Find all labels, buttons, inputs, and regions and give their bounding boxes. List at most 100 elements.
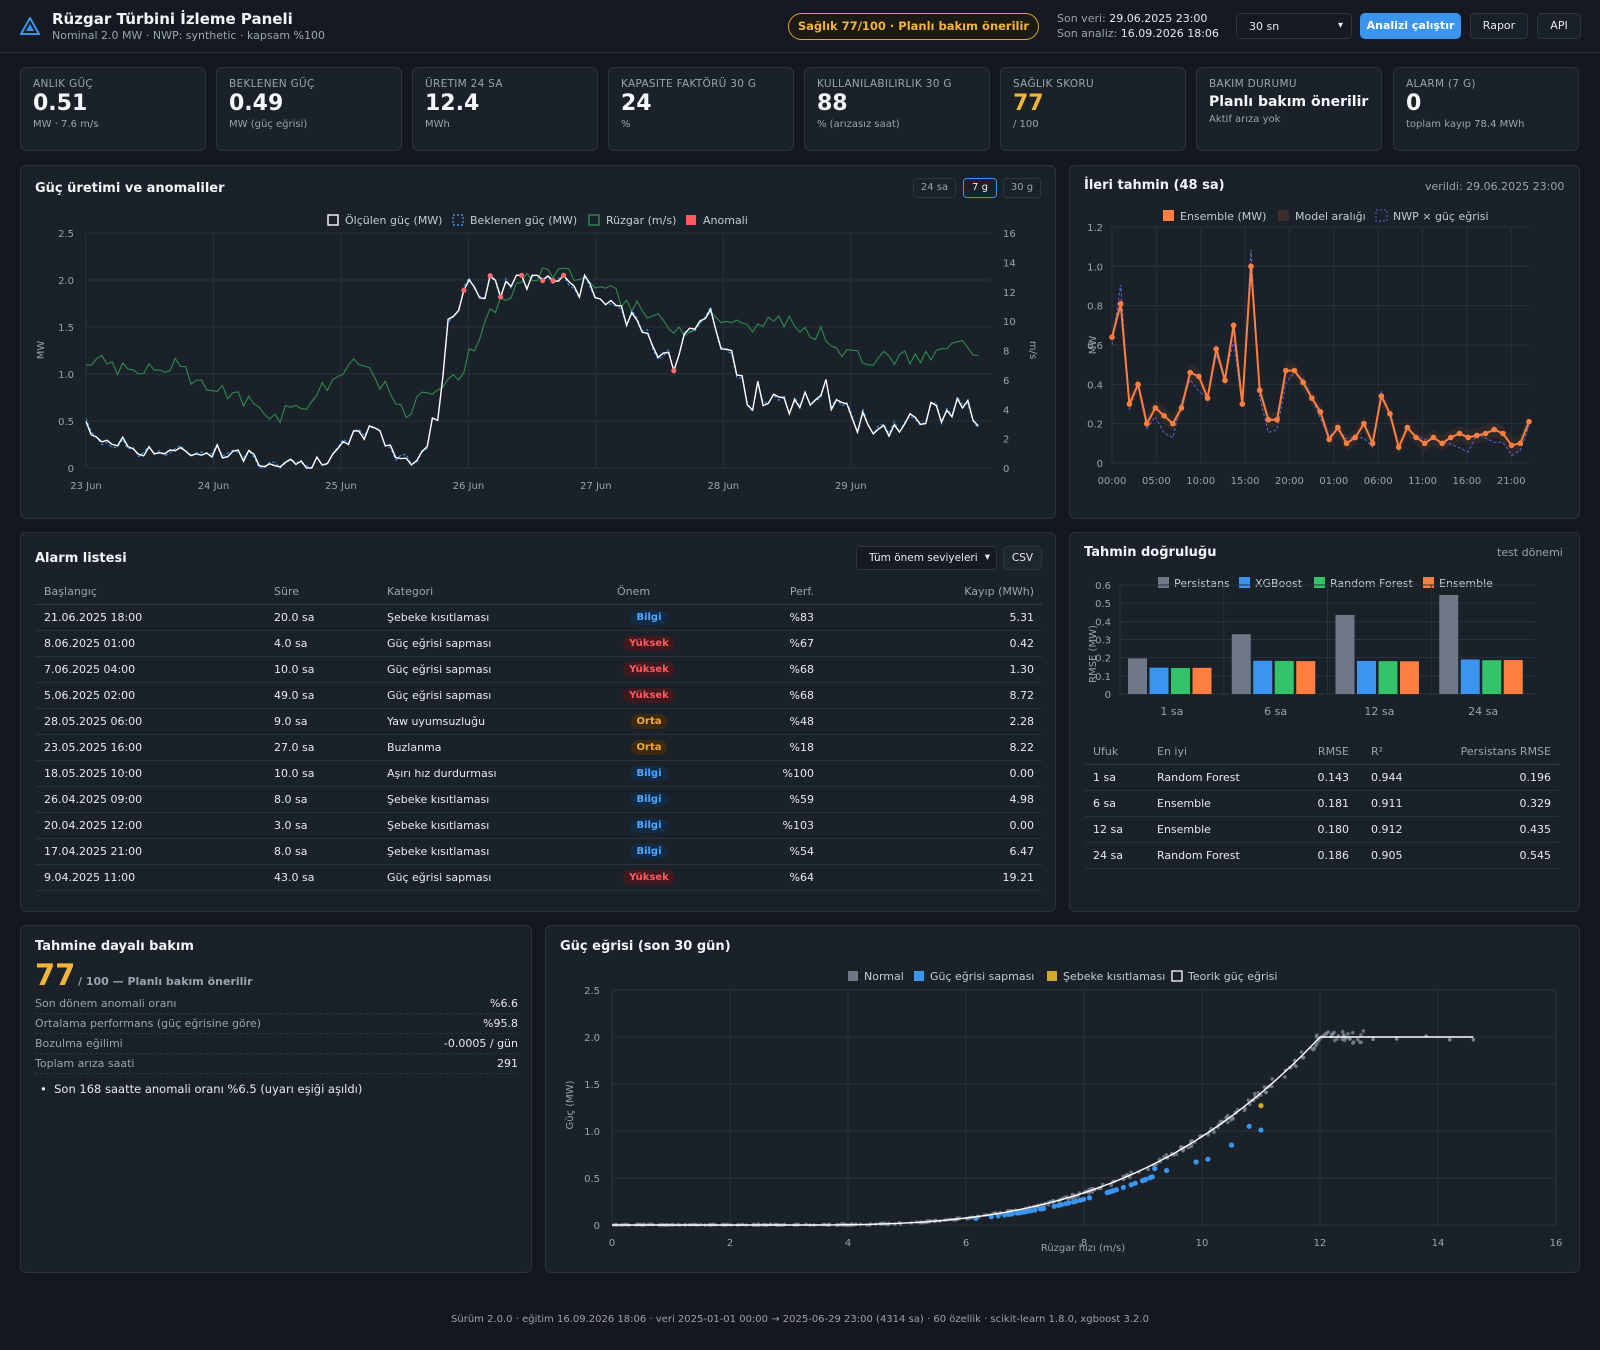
table-row[interactable]: 9.04.2025 11:00 43.0 sa Güç eğrisi sapması… bbox=[36, 864, 1042, 891]
y-tick-label: 0.4 bbox=[1095, 617, 1111, 628]
anomaly-markers bbox=[461, 272, 677, 374]
normal-point bbox=[1359, 1033, 1363, 1037]
run-analysis-button[interactable]: Analizi çalıştır bbox=[1360, 13, 1461, 39]
legend-curtailment[interactable]: Şebeke kısıtlaması bbox=[1063, 970, 1165, 983]
range-30d-toggle[interactable]: 30 g bbox=[1003, 178, 1041, 198]
accuracy-table: Ufuk En iyi RMSE R² Persistans RMSE 1 sa… bbox=[1085, 740, 1559, 869]
table-row[interactable]: 18.05.2025 10:00 10.0 sa Aşırı hız durdurm… bbox=[36, 760, 1042, 787]
normal-point bbox=[1471, 1037, 1476, 1042]
table-cell-severity: Yüksek bbox=[609, 630, 689, 657]
col-loss[interactable]: Kayıp (MWh) bbox=[822, 580, 1042, 605]
csv-export-button[interactable]: CSV bbox=[1003, 546, 1042, 570]
y-tick-label: 0.8 bbox=[1087, 302, 1103, 313]
legend-theoretical[interactable]: Teorik güç eğrisi bbox=[1187, 970, 1277, 983]
table-cell: %59 bbox=[689, 786, 822, 813]
alarm-table-scroll[interactable]: Başlangıç Süre Kategori Önem Perf. Kayıp… bbox=[36, 580, 1042, 893]
col-performance[interactable]: Perf. bbox=[689, 580, 822, 605]
refresh-interval-select[interactable]: 30 sn ▾ bbox=[1236, 13, 1352, 39]
deviation-point bbox=[1058, 1202, 1065, 1208]
table-cell-severity: Bilgi bbox=[609, 760, 689, 787]
deviation-point bbox=[1205, 1156, 1211, 1162]
range-24h-toggle[interactable]: 24 sa bbox=[913, 178, 956, 198]
alarm-table: Başlangıç Süre Kategori Önem Perf. Kayıp… bbox=[36, 580, 1042, 891]
health-badge: Sağlık 77/100 · Planlı bakım önerilir bbox=[788, 13, 1039, 40]
bar-persistans bbox=[1128, 658, 1147, 694]
normal-point bbox=[1310, 1047, 1314, 1051]
table-row[interactable]: 8.06.2025 01:00 4.0 sa Güç eğrisi sapması Y… bbox=[36, 630, 1042, 657]
table-cell: 0.186 bbox=[1287, 842, 1357, 869]
col-start[interactable]: Başlangıç bbox=[36, 580, 266, 605]
ensemble-point bbox=[1343, 440, 1350, 447]
y-tick-label: 0 bbox=[594, 1221, 600, 1232]
metric-label: Bozulma eğilimi bbox=[35, 1037, 123, 1050]
col-r2: R² bbox=[1357, 740, 1427, 765]
kpi-label: Beklenen güç bbox=[229, 78, 315, 90]
range-7d-toggle[interactable]: 7 g bbox=[963, 178, 997, 198]
bar-persistans bbox=[1231, 634, 1251, 694]
legend-rf[interactable]: Random Forest bbox=[1330, 577, 1413, 590]
report-button[interactable]: Rapor bbox=[1470, 13, 1528, 39]
kpi-label: Üretim 24 sa bbox=[425, 78, 503, 90]
normal-point bbox=[1361, 1029, 1366, 1033]
table-row[interactable]: 21.06.2025 18:00 20.0 sa Şebeke kısıtlamas… bbox=[36, 604, 1042, 631]
normal-point bbox=[1326, 1030, 1331, 1034]
table-cell: 5.31 bbox=[822, 604, 1042, 631]
ensemble-point bbox=[1448, 434, 1454, 441]
power-chart-legend: Ölçülen güç (MW) Beklenen güç (MW) Rüzga… bbox=[327, 214, 748, 227]
metric-anomaly-rate: Son dönem anomali oranı %6.6 bbox=[35, 994, 518, 1014]
kpi-label: Kullanılabilirlik 30 g bbox=[817, 78, 952, 90]
severity-filter-select[interactable]: Tüm önem seviyeleri ▾ bbox=[856, 546, 997, 570]
y-tick-label: 0.2 bbox=[1095, 654, 1111, 665]
normal-point bbox=[1330, 1032, 1334, 1037]
table-cell: 0.329 bbox=[1427, 790, 1559, 817]
legend-expected[interactable]: Beklenen güç (MW) bbox=[470, 214, 577, 227]
table-row[interactable]: 20.04.2025 12:00 3.0 sa Şebeke kısıtlaması… bbox=[36, 812, 1042, 839]
table-cell: 2.28 bbox=[822, 708, 1042, 735]
deviation-point bbox=[995, 1213, 1001, 1219]
legend-anomaly[interactable]: Anomali bbox=[703, 214, 748, 227]
severity-badge: Bilgi bbox=[630, 843, 668, 859]
kpi-value: 88 bbox=[817, 91, 848, 116]
table-cell-severity: Bilgi bbox=[609, 812, 689, 839]
ensemble-point bbox=[1352, 434, 1359, 441]
table-row[interactable]: 28.05.2025 06:00 9.0 sa Yaw uyumsuzluğu Ort… bbox=[36, 708, 1042, 735]
y-tick-label: 0.5 bbox=[58, 417, 74, 428]
ensemble-point bbox=[1178, 405, 1185, 411]
legend-model-range[interactable]: Model aralığı bbox=[1295, 210, 1366, 223]
severity-filter-value: Tüm önem seviyeleri bbox=[869, 552, 978, 564]
legend-ensemble-acc[interactable]: Ensemble bbox=[1439, 577, 1493, 590]
normal-point bbox=[1358, 1040, 1362, 1045]
legend-deviation[interactable]: Güç eğrisi sapması bbox=[930, 970, 1034, 983]
col-category[interactable]: Kategori bbox=[379, 580, 609, 605]
table-row[interactable]: 26.04.2025 09:00 8.0 sa Şebeke kısıtlaması… bbox=[36, 786, 1042, 813]
legend-xgboost[interactable]: XGBoost bbox=[1255, 577, 1303, 590]
col-duration[interactable]: Süre bbox=[266, 580, 379, 605]
normal-point bbox=[1206, 1133, 1211, 1137]
table-row[interactable]: 5.06.2025 02:00 49.0 sa Güç eğrisi sapması… bbox=[36, 682, 1042, 709]
table-row[interactable]: 23.05.2025 16:00 27.0 sa Buzlanma Orta %18 8.… bbox=[36, 734, 1042, 761]
ensemble-point bbox=[1143, 420, 1150, 427]
ensemble-point bbox=[1317, 409, 1324, 415]
ensemble-point bbox=[1256, 387, 1263, 394]
table-row[interactable]: 17.04.2025 21:00 8.0 sa Şebeke kısıtlaması… bbox=[36, 838, 1042, 865]
api-button[interactable]: API bbox=[1537, 13, 1581, 39]
deviation-point bbox=[1128, 1182, 1134, 1188]
table-cell: Aşırı hız durdurması bbox=[379, 760, 609, 787]
table-cell: 0.196 bbox=[1427, 764, 1559, 791]
normal-point bbox=[1448, 1038, 1452, 1042]
legend-persistence[interactable]: Persistans bbox=[1174, 577, 1230, 590]
legend-ensemble[interactable]: Ensemble (MW) bbox=[1180, 210, 1266, 223]
legend-measured[interactable]: Ölçülen güç (MW) bbox=[345, 214, 442, 227]
x-tick-label: 29 Jun bbox=[835, 481, 867, 492]
col-severity[interactable]: Önem bbox=[609, 580, 689, 605]
legend-nwp[interactable]: NWP × güç eğrisi bbox=[1393, 210, 1489, 223]
ensemble-point bbox=[1117, 300, 1124, 307]
legend-wind[interactable]: Rüzgar (m/s) bbox=[606, 214, 676, 227]
forecast-panel bbox=[1069, 165, 1580, 519]
table-row[interactable]: 7.06.2025 04:00 10.0 sa Güç eğrisi sapması… bbox=[36, 656, 1042, 683]
legend-anomaly-swatch bbox=[686, 215, 696, 225]
bar-ensemble bbox=[1296, 661, 1316, 694]
kpi-value: 24 bbox=[621, 91, 652, 116]
legend-normal[interactable]: Normal bbox=[864, 970, 904, 983]
ensemble-point bbox=[1491, 426, 1498, 433]
